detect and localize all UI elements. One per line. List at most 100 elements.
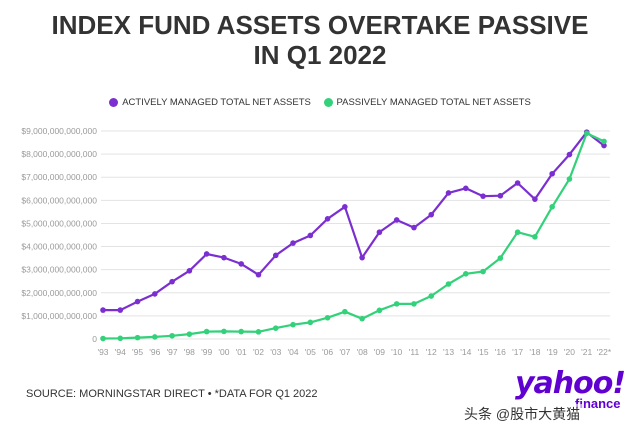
data-point-passive-11 bbox=[290, 321, 296, 328]
x-tick-label-5: '98 bbox=[184, 347, 195, 357]
x-tick-label-3: '96 bbox=[149, 347, 160, 357]
data-point-active-13 bbox=[324, 216, 331, 222]
x-tick-label-4: '97 bbox=[167, 347, 178, 357]
x-tick-label-13: '06 bbox=[322, 347, 333, 357]
x-tick-label-18: '11 bbox=[409, 347, 420, 357]
data-point-active-7 bbox=[221, 254, 227, 261]
data-point-passive-5 bbox=[186, 331, 193, 337]
data-point-active-12 bbox=[307, 232, 314, 239]
x-tick-label-21: '14 bbox=[460, 347, 471, 357]
x-tick-label-8: '01 bbox=[236, 347, 247, 357]
data-point-passive-2 bbox=[134, 334, 141, 341]
x-tick-label-1: '94 bbox=[115, 347, 126, 357]
x-tick-label-6: '99 bbox=[201, 347, 212, 357]
data-point-active-11 bbox=[290, 240, 296, 246]
x-tick-label-23: '16 bbox=[495, 347, 506, 357]
data-point-passive-13 bbox=[324, 314, 331, 321]
x-tick-label-29: '22* bbox=[597, 347, 612, 357]
legend: ACTIVELY MANAGED TOTAL NET ASSETS PASSIV… bbox=[0, 97, 640, 110]
y-tick-label-4: $4,000,000,000,000 bbox=[21, 242, 97, 252]
data-point-passive-21 bbox=[462, 271, 469, 277]
y-tick-label-7: $7,000,000,000,000 bbox=[21, 172, 97, 182]
x-tick-label-10: '03 bbox=[270, 347, 281, 357]
x-tick-label-12: '05 bbox=[305, 347, 316, 357]
data-point-active-10 bbox=[272, 252, 279, 259]
y-tick-label-9: $9,000,000,000,000 bbox=[21, 126, 97, 136]
data-point-passive-14 bbox=[342, 308, 348, 315]
data-point-active-27 bbox=[566, 151, 573, 158]
x-tick-label-19: '12 bbox=[426, 347, 437, 357]
data-point-active-5 bbox=[186, 268, 193, 274]
data-point-passive-19 bbox=[428, 293, 435, 299]
legend-dot-active bbox=[109, 98, 119, 107]
data-point-passive-20 bbox=[445, 281, 452, 287]
data-point-passive-24 bbox=[514, 229, 521, 236]
data-point-active-22 bbox=[480, 193, 486, 199]
data-point-active-2 bbox=[134, 298, 141, 305]
data-point-passive-16 bbox=[376, 307, 383, 314]
x-tick-label-7: '00 bbox=[218, 347, 229, 357]
x-tick-label-24: '17 bbox=[512, 347, 523, 357]
x-tick-label-15: '08 bbox=[357, 347, 368, 357]
data-point-passive-27 bbox=[566, 176, 573, 182]
data-point-passive-8 bbox=[238, 328, 245, 335]
legend-item-active: ACTIVELY MANAGED TOTAL NET ASSETS bbox=[109, 97, 311, 108]
data-point-active-6 bbox=[203, 251, 210, 257]
x-tick-label-14: '07 bbox=[339, 347, 350, 357]
data-point-active-23 bbox=[497, 192, 504, 199]
y-tick-label-3: $3,000,000,000,000 bbox=[21, 265, 97, 275]
data-point-active-24 bbox=[514, 180, 521, 186]
y-tick-label-6: $6,000,000,000,000 bbox=[21, 195, 97, 205]
x-tick-label-28: '21 bbox=[581, 347, 592, 357]
y-tick-label-8: $8,000,000,000,000 bbox=[21, 149, 97, 159]
data-point-active-3 bbox=[152, 291, 158, 297]
data-point-active-4 bbox=[169, 278, 175, 285]
data-point-active-17 bbox=[393, 217, 400, 223]
logo-subtext: finance bbox=[575, 396, 621, 411]
data-point-passive-18 bbox=[411, 301, 417, 307]
x-tick-label-16: '09 bbox=[374, 347, 385, 357]
data-point-active-21 bbox=[462, 185, 469, 192]
y-tick-label-0: 0 bbox=[92, 334, 97, 344]
data-point-passive-17 bbox=[393, 301, 400, 307]
yahoo-finance-logo: yahoo! finance bbox=[515, 368, 626, 418]
data-point-passive-7 bbox=[221, 328, 227, 335]
x-tick-label-2: '95 bbox=[132, 347, 143, 357]
data-point-active-20 bbox=[445, 190, 452, 196]
legend-label-active: ACTIVELY MANAGED TOTAL NET ASSETS bbox=[122, 97, 311, 108]
data-point-active-26 bbox=[549, 170, 555, 177]
data-point-passive-6 bbox=[203, 328, 210, 335]
x-tick-label-9: '02 bbox=[253, 347, 264, 357]
chart-title: INDEX FUND ASSETS OVERTAKE PASSIVE IN Q1… bbox=[0, 10, 640, 70]
x-tick-label-22: '15 bbox=[478, 347, 489, 357]
x-tick-label-11: '04 bbox=[287, 347, 298, 357]
data-point-passive-15 bbox=[359, 315, 365, 322]
data-point-active-19 bbox=[428, 211, 435, 218]
data-point-passive-23 bbox=[497, 255, 504, 261]
x-tick-label-20: '13 bbox=[443, 347, 454, 357]
data-point-active-14 bbox=[342, 204, 348, 210]
x-tick-label-25: '18 bbox=[529, 347, 540, 357]
series-line-passive bbox=[101, 132, 606, 340]
data-point-passive-10 bbox=[272, 325, 279, 331]
data-point-passive-9 bbox=[255, 329, 262, 335]
legend-dot-passive bbox=[323, 98, 333, 107]
data-point-passive-26 bbox=[549, 204, 555, 210]
data-point-active-29 bbox=[601, 142, 607, 149]
y-tick-label-5: $5,000,000,000,000 bbox=[21, 218, 97, 228]
y-tick-label-1: $1,000,000,000,000 bbox=[21, 311, 97, 321]
x-tick-label-17: '10 bbox=[391, 347, 402, 357]
data-point-active-1 bbox=[117, 307, 124, 313]
y-tick-label-2: $2,000,000,000,000 bbox=[21, 288, 97, 298]
source-note: SOURCE: MORNINGSTAR DIRECT • *DATA FOR Q… bbox=[26, 388, 318, 400]
data-point-active-16 bbox=[376, 229, 383, 236]
data-point-passive-12 bbox=[307, 319, 314, 326]
data-point-passive-28 bbox=[583, 130, 590, 137]
legend-item-passive: PASSIVELY MANAGED TOTAL NET ASSETS bbox=[323, 97, 531, 108]
data-point-passive-29 bbox=[601, 138, 607, 145]
x-tick-label-0: '93 bbox=[97, 347, 108, 357]
data-point-active-9 bbox=[255, 271, 262, 278]
chart-title-line-1: INDEX FUND ASSETS OVERTAKE PASSIVE bbox=[51, 10, 589, 40]
data-point-active-0 bbox=[100, 307, 106, 313]
